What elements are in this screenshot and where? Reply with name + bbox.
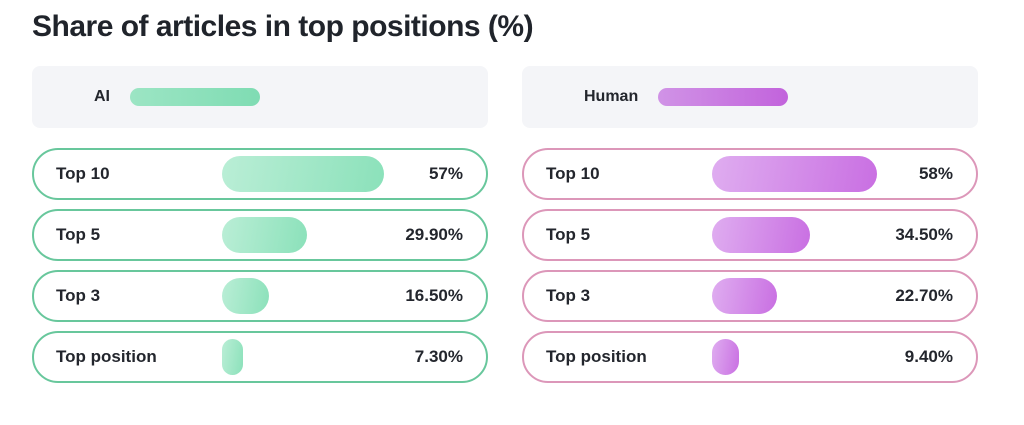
row-ai-top3: Top 3 16.50% bbox=[32, 270, 488, 322]
legend-ai-label: AI bbox=[94, 88, 110, 105]
panel-human: Human Top 10 58% Top 5 34.50% Top 3 22.7… bbox=[522, 66, 978, 392]
row-ai-topposition-bar bbox=[222, 339, 243, 375]
row-ai-top3-value: 16.50% bbox=[405, 286, 463, 305]
row-ai-topposition-label: Top position bbox=[56, 347, 157, 366]
chart-title: Share of articles in top positions (%) bbox=[32, 10, 534, 43]
row-ai-top3-bar bbox=[222, 278, 270, 314]
row-ai-top10-value: 57% bbox=[428, 164, 463, 183]
legend-human-swatch bbox=[658, 88, 789, 106]
legend-human-label: Human bbox=[584, 88, 639, 105]
legend-human: Human bbox=[522, 66, 978, 128]
row-ai-top5: Top 5 29.90% bbox=[32, 209, 488, 261]
row-human-top5-value: 34.50% bbox=[895, 225, 953, 244]
row-human-topposition: Top position 9.40% bbox=[522, 331, 978, 383]
row-ai-top5-value: 29.90% bbox=[405, 225, 463, 244]
row-ai-top10-label: Top 10 bbox=[56, 164, 110, 183]
row-human-top3-label: Top 3 bbox=[546, 286, 591, 305]
row-human-top5: Top 5 34.50% bbox=[522, 209, 978, 261]
row-human-topposition-value: 9.40% bbox=[904, 347, 953, 366]
row-human-top10-bar bbox=[712, 156, 878, 192]
row-human-top3: Top 3 22.70% bbox=[522, 270, 978, 322]
row-human-top10-label: Top 10 bbox=[546, 164, 600, 183]
row-human-top5-bar bbox=[712, 217, 811, 253]
row-human-top10: Top 10 58% bbox=[522, 148, 978, 200]
row-human-top5-label: Top 5 bbox=[546, 225, 591, 244]
row-human-top10-value: 58% bbox=[918, 164, 953, 183]
row-ai-topposition-value: 7.30% bbox=[414, 347, 463, 366]
row-human-top3-bar bbox=[712, 278, 777, 314]
row-ai-top10-bar bbox=[222, 156, 385, 192]
row-human-topposition-bar bbox=[712, 339, 739, 375]
row-ai-top10: Top 10 57% bbox=[32, 148, 488, 200]
row-ai-topposition: Top position 7.30% bbox=[32, 331, 488, 383]
row-ai-top3-label: Top 3 bbox=[56, 286, 101, 305]
row-human-topposition-label: Top position bbox=[546, 347, 647, 366]
panel-ai: AI Top 10 57% Top 5 29.90% Top 3 16.50% … bbox=[32, 66, 488, 392]
legend-ai: AI bbox=[32, 66, 488, 128]
row-human-top3-value: 22.70% bbox=[895, 286, 953, 305]
chart-columns: AI Top 10 57% Top 5 29.90% Top 3 16.50% … bbox=[0, 44, 1024, 392]
row-ai-top5-label: Top 5 bbox=[56, 225, 101, 244]
row-ai-top5-bar bbox=[222, 217, 308, 253]
legend-ai-swatch bbox=[130, 88, 260, 106]
